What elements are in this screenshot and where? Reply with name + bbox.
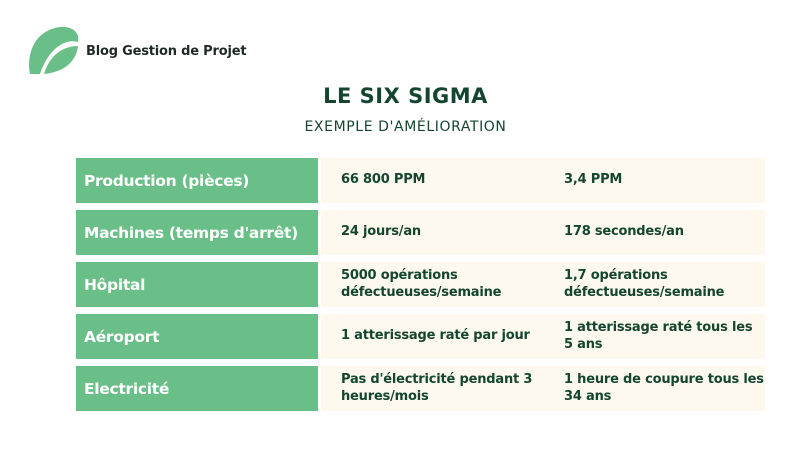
row-after-value: 178 secondes/an (544, 210, 765, 255)
row-label: Production (pièces) (76, 158, 318, 203)
table-row: Production (pièces) 66 800 PPM 3,4 PPM (76, 158, 765, 203)
row-label: Aéroport (76, 314, 318, 359)
table-row: Aéroport 1 atterissage raté par jour 1 a… (76, 314, 765, 359)
row-before-value: 66 800 PPM (321, 158, 544, 203)
table-row: Electricité Pas d'électricité pendant 3 … (76, 366, 765, 411)
comparison-table: Production (pièces) 66 800 PPM 3,4 PPM M… (76, 158, 765, 418)
page-title: LE SIX SIGMA (323, 84, 488, 108)
leaf-logo-icon (29, 26, 79, 74)
row-label: Electricité (76, 366, 318, 411)
row-label: Hôpital (76, 262, 318, 307)
brand-logo[interactable]: Blog Gestion de Projet (26, 24, 247, 78)
row-after-value: 3,4 PPM (544, 158, 765, 203)
row-after-value: 1,7 opérations défectueuses/semaine (544, 262, 765, 307)
row-label: Machines (temps d'arrêt) (76, 210, 318, 255)
row-before-value: 24 jours/an (321, 210, 544, 255)
row-after-value: 1 heure de coupure tous les 34 ans (544, 366, 765, 411)
row-before-value: 1 atterissage raté par jour (321, 314, 544, 359)
row-before-value: 5000 opérations défectueuses/semaine (321, 262, 544, 307)
table-row: Machines (temps d'arrêt) 24 jours/an 178… (76, 210, 765, 255)
row-before-value: Pas d'électricité pendant 3 heures/mois (321, 366, 544, 411)
page-subtitle: EXEMPLE D'AMÉLIORATION (304, 119, 507, 135)
table-row: Hôpital 5000 opérations défectueuses/sem… (76, 262, 765, 307)
row-after-value: 1 atterissage raté tous les 5 ans (544, 314, 765, 359)
brand-name: Blog Gestion de Projet (86, 43, 247, 59)
